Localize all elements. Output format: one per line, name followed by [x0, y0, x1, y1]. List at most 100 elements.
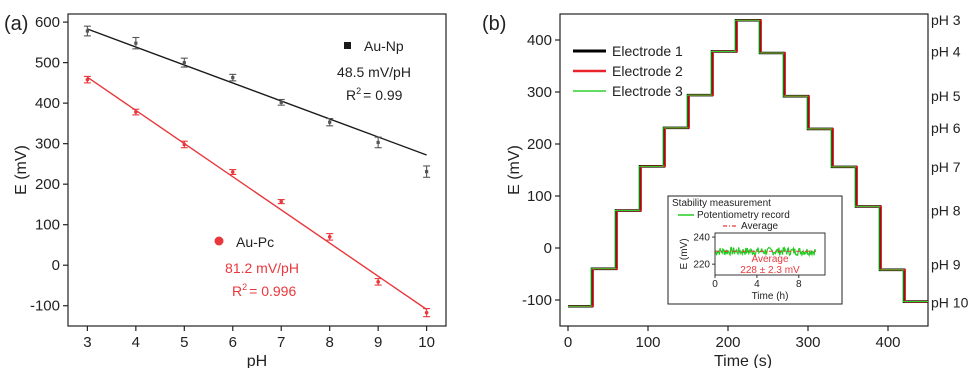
data-point-au-np	[376, 140, 380, 145]
slope-au-np: 48.5 mV/pH	[337, 64, 411, 80]
data-point-au-pc	[279, 199, 284, 204]
ph-label: pH 10	[931, 295, 969, 311]
fit-line-au-pc	[86, 76, 428, 310]
data-point-au-pc	[134, 110, 138, 114]
data-point-au-pc	[182, 142, 187, 147]
x-tick-label: 5	[180, 334, 188, 351]
inset-average-label: Average	[751, 254, 789, 265]
inset-record-line	[714, 245, 817, 258]
y-tick-label: 0	[52, 257, 60, 274]
inset-y-tick-label: 220	[693, 260, 710, 271]
panel-a-x-axis-label: pH	[247, 353, 267, 368]
panel-b-legend: Electrode 1 Electrode 2 Electrode 3	[573, 43, 683, 99]
inset-legend-record: Potentiometry record	[697, 210, 790, 221]
inset-ticks: 0 4 8 220 240	[693, 233, 802, 290]
panel-b-plot-area	[568, 18, 928, 308]
step-line-electrode-3	[568, 19, 928, 307]
slope-au-pc: 81.2 mV/pH	[225, 260, 299, 276]
inset-x-axis-label: Time (h)	[752, 291, 789, 302]
ph-label: pH 4	[931, 43, 961, 59]
r2-au-np-sup: 2	[356, 86, 361, 96]
inset-title: Stability measurement	[672, 198, 771, 209]
inset-frame	[667, 195, 843, 305]
fit-line-au-np	[87, 28, 427, 156]
y-tick-label: 100	[527, 188, 552, 205]
r2-au-pc-value: = 0.996	[249, 283, 296, 299]
ph-label: pH 3	[931, 12, 961, 28]
panel-b-x-axis-label: Time (s)	[714, 353, 772, 368]
y-tick-label: 400	[527, 32, 552, 49]
panel-a-plot-area	[83, 25, 431, 318]
inset-legend-average: Average	[741, 221, 779, 232]
x-tick-label: 400	[875, 334, 900, 351]
data-point-au-np	[182, 61, 186, 65]
x-tick-label: 3	[83, 334, 91, 351]
r2-au-np-value: = 0.99	[363, 87, 403, 103]
data-point-au-pc	[327, 235, 332, 239]
x-tick-label: 9	[374, 334, 382, 351]
y-tick-label: 200	[527, 136, 552, 153]
y-tick-label: 500	[35, 55, 60, 72]
data-point-au-pc	[85, 77, 90, 82]
panel-a-plot-frame	[67, 13, 447, 327]
legend-label-au-np: Au-Np	[364, 38, 404, 54]
legend-label-electrode-3: Electrode 3	[612, 83, 683, 99]
inset-average-value: 228 ± 2.3 mV	[740, 265, 800, 276]
data-point-au-np	[85, 29, 89, 33]
panel-a-y-axis-label: E (mV)	[13, 145, 30, 195]
legend-label-au-pc: Au-Pc	[236, 234, 274, 250]
inset-y-axis-label: E (mV)	[679, 238, 690, 269]
legend-label-electrode-1: Electrode 1	[612, 43, 683, 59]
x-tick-label: 300	[795, 334, 820, 351]
data-point-au-np	[231, 76, 235, 80]
x-tick-label: 10	[418, 334, 435, 351]
panel-b-plot-frame	[559, 13, 929, 327]
y-tick-label: 300	[527, 84, 552, 101]
y-tick-label: 200	[35, 176, 60, 193]
data-point-au-np	[328, 120, 332, 124]
y-tick-label: -100	[30, 298, 60, 315]
panel-a-label: (a)	[4, 13, 28, 35]
inset-x-tick-label: 0	[712, 279, 718, 290]
r2-au-pc-sup: 2	[242, 282, 247, 292]
legend-marker-au-pc	[214, 236, 224, 246]
x-tick-label: 100	[635, 334, 660, 351]
y-tick-label: 400	[35, 95, 60, 112]
ph-label: pH 5	[931, 88, 961, 104]
y-tick-label: 600	[35, 14, 60, 31]
y-tick-label: 0	[544, 240, 552, 257]
y-tick-label: -100	[522, 292, 552, 309]
r2-au-pc-prefix: R	[232, 283, 242, 299]
inset-plot-frame	[714, 232, 826, 276]
data-point-au-np	[279, 100, 283, 104]
inset-y-tick-label: 240	[693, 233, 710, 244]
inset-plot-area	[714, 245, 817, 258]
data-point-au-np	[134, 41, 138, 45]
x-tick-label: 6	[229, 334, 237, 351]
legend-label-electrode-2: Electrode 2	[612, 63, 683, 79]
x-tick-label: 8	[326, 334, 334, 351]
x-tick-label: 200	[715, 334, 740, 351]
panel-b-ticks: 0 100 200 300 400 -100 0 100 200 300 400	[522, 32, 901, 351]
ph-label: pH 9	[931, 257, 961, 273]
r2-au-np: R2 = 0.99	[346, 86, 403, 103]
x-tick-label: 4	[132, 334, 140, 351]
panel-b: (b) E (mV) Time (s) 0 100 200 300 400 -100 0 10…	[482, 12, 969, 368]
legend-marker-au-np	[344, 42, 351, 49]
panel-b-ph-labels: pH 3 pH 4 pH 5 pH 6 pH 7 pH 8 pH 9 pH 10	[931, 12, 969, 310]
inset-x-tick-label: 4	[754, 279, 760, 290]
data-point-au-pc	[376, 280, 380, 284]
r2-au-np-prefix: R	[346, 87, 356, 103]
ph-label: pH 8	[931, 203, 961, 219]
data-point-au-np	[425, 170, 429, 174]
data-point-au-pc	[230, 170, 235, 174]
y-tick-label: 100	[35, 217, 60, 234]
x-tick-label: 7	[277, 334, 285, 351]
stability-inset: Stability measurement Potentiometry reco…	[667, 195, 843, 305]
inset-x-tick-label: 8	[796, 279, 802, 290]
y-tick-label: 300	[35, 136, 60, 153]
x-tick-label: 0	[564, 334, 572, 351]
panel-a: (a) E (mV) pH 3 4 5 6 7 8 9 10 -100 0 100 200 300 400…	[4, 13, 447, 368]
data-point-au-pc	[424, 310, 429, 315]
